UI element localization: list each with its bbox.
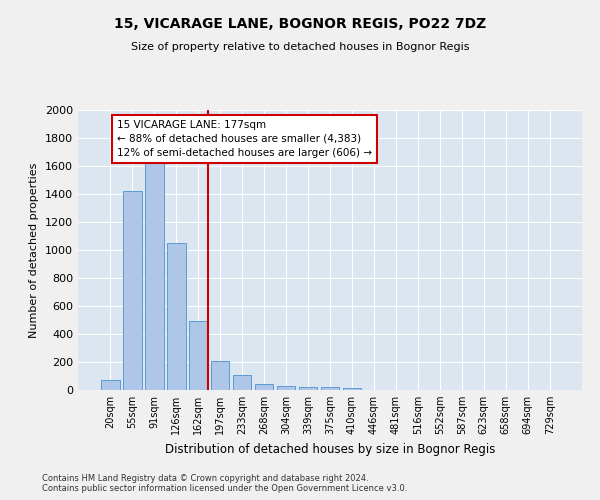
Bar <box>101 380 119 390</box>
Y-axis label: Number of detached properties: Number of detached properties <box>29 162 40 338</box>
Bar <box>277 386 295 390</box>
Bar <box>211 362 229 390</box>
Bar <box>233 376 251 390</box>
Bar <box>123 191 142 390</box>
Text: Contains public sector information licensed under the Open Government Licence v3: Contains public sector information licen… <box>42 484 407 493</box>
Text: Contains HM Land Registry data © Crown copyright and database right 2024.: Contains HM Land Registry data © Crown c… <box>42 474 368 483</box>
Text: Size of property relative to detached houses in Bognor Regis: Size of property relative to detached ho… <box>131 42 469 52</box>
Bar <box>255 384 274 390</box>
Text: 15, VICARAGE LANE, BOGNOR REGIS, PO22 7DZ: 15, VICARAGE LANE, BOGNOR REGIS, PO22 7D… <box>114 18 486 32</box>
Bar <box>320 387 340 390</box>
Bar <box>189 322 208 390</box>
Bar <box>343 388 361 390</box>
Text: 15 VICARAGE LANE: 177sqm
← 88% of detached houses are smaller (4,383)
12% of sem: 15 VICARAGE LANE: 177sqm ← 88% of detach… <box>117 120 372 158</box>
X-axis label: Distribution of detached houses by size in Bognor Regis: Distribution of detached houses by size … <box>165 442 495 456</box>
Bar <box>145 162 164 390</box>
Bar <box>167 243 185 390</box>
Bar <box>299 387 317 390</box>
